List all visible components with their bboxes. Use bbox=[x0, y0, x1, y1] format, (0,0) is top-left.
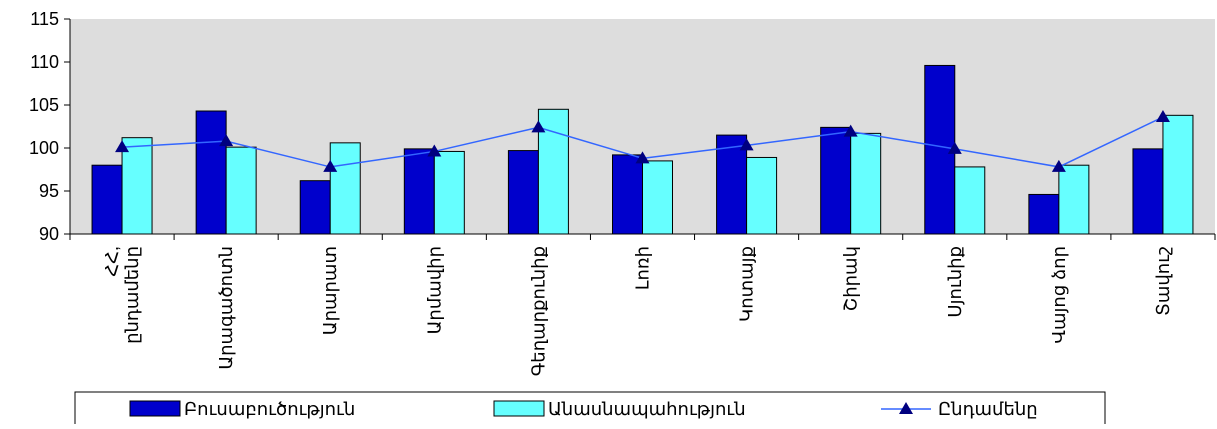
bar-crop bbox=[1028, 193, 1060, 235]
total-marker bbox=[843, 124, 858, 137]
total-marker bbox=[739, 138, 754, 151]
legend-box bbox=[74, 391, 1106, 427]
bar-livestock bbox=[954, 166, 986, 235]
x-tick-label: Սյունիք bbox=[945, 246, 965, 318]
y-tick-label: 115 bbox=[30, 9, 59, 29]
y-tick-label: 105 bbox=[29, 95, 59, 115]
x-tick-label: ընդամենը bbox=[122, 246, 142, 344]
bar-crop bbox=[820, 126, 852, 235]
x-tick-label: Կոտայք bbox=[737, 246, 757, 322]
x-tick-label-group: Գեղարքունիք bbox=[528, 246, 548, 376]
bar-livestock bbox=[329, 142, 361, 235]
bar-crop bbox=[299, 180, 331, 235]
bar-crop bbox=[612, 154, 643, 235]
legend: Բուսաբուծություն Անասնապահություն Ընդամե… bbox=[74, 391, 1106, 427]
bar-livestock bbox=[850, 132, 882, 235]
bar-livestock bbox=[1162, 114, 1194, 235]
total-line-group bbox=[115, 110, 1170, 172]
bar-livestock bbox=[746, 156, 778, 235]
y-axis: 115 110 105 100 95 90 bbox=[29, 9, 71, 244]
y-tick-label: 100 bbox=[29, 138, 59, 158]
y-tick-label: 95 bbox=[39, 181, 59, 201]
x-tick-label: Շիրակ bbox=[841, 246, 861, 311]
legend-swatch-crop bbox=[129, 400, 181, 417]
x-tick-label: Տավուշ bbox=[1153, 246, 1173, 316]
total-marker bbox=[219, 134, 234, 147]
total-marker bbox=[635, 151, 650, 164]
bar-livestock bbox=[121, 137, 153, 235]
total-marker bbox=[427, 144, 442, 157]
x-tick-label: ՀՀ, bbox=[102, 246, 122, 277]
bar-crop bbox=[1132, 148, 1164, 235]
bar-crop bbox=[91, 164, 123, 235]
bar-livestock bbox=[225, 146, 257, 235]
total-marker bbox=[115, 140, 130, 153]
x-tick-label-group: Տավուշ bbox=[1153, 246, 1173, 316]
x-tick-label-group: Սյունիք bbox=[945, 246, 965, 318]
bar-crop bbox=[195, 110, 227, 235]
legend-swatch-livestock bbox=[493, 400, 545, 417]
legend-marker-total bbox=[899, 402, 913, 414]
bar-crop bbox=[924, 64, 956, 235]
x-tick-label-group: Լոռի bbox=[633, 246, 653, 290]
bar-livestock bbox=[433, 150, 465, 235]
x-tick-label: Արարատ bbox=[320, 246, 340, 335]
total-marker bbox=[1051, 159, 1066, 172]
x-tick-label-group: ՀՀ, ընդամենը bbox=[102, 246, 142, 344]
legend-label-total: Ընդամենը bbox=[938, 399, 1038, 419]
bar-livestock bbox=[642, 160, 673, 235]
legend-label-crop: Բուսաբուծություն bbox=[184, 399, 355, 419]
x-tick-label-group: Կոտայք bbox=[737, 246, 757, 322]
bar-livestock bbox=[1058, 164, 1090, 235]
total-marker bbox=[1155, 110, 1170, 123]
total-marker bbox=[323, 159, 338, 172]
y-tick-label: 110 bbox=[30, 52, 59, 72]
bars-group bbox=[91, 64, 1194, 235]
x-tick-label: Գեղարքունիք bbox=[528, 246, 548, 376]
x-tick-label: Արագածոտն bbox=[216, 246, 236, 370]
x-tick-label-group: Արարատ bbox=[320, 246, 340, 335]
total-marker bbox=[531, 120, 546, 133]
total-marker bbox=[947, 141, 962, 154]
x-tick-label: Արմավիր bbox=[424, 246, 444, 334]
legend-label-livestock: Անասնապահություն bbox=[548, 399, 746, 419]
bar-crop bbox=[716, 134, 748, 235]
x-tick-label: Վայոց ձոր bbox=[1049, 246, 1069, 344]
x-tick-label-group: Վայոց ձոր bbox=[1049, 246, 1069, 344]
y-tick-label: 90 bbox=[39, 224, 59, 244]
x-tick-label-group: Արագածոտն bbox=[216, 246, 236, 370]
x-tick-label-group: Շիրակ bbox=[841, 246, 861, 311]
bar-crop bbox=[403, 148, 435, 235]
x-tick-label-group: Արմավիր bbox=[424, 246, 444, 334]
x-axis: ՀՀ, ընդամենը Արագածոտն Արարատ Արմավիր Գեղարքո… bbox=[69, 233, 1216, 376]
x-tick-label: Լոռի bbox=[633, 246, 653, 290]
bar-crop bbox=[507, 150, 539, 235]
